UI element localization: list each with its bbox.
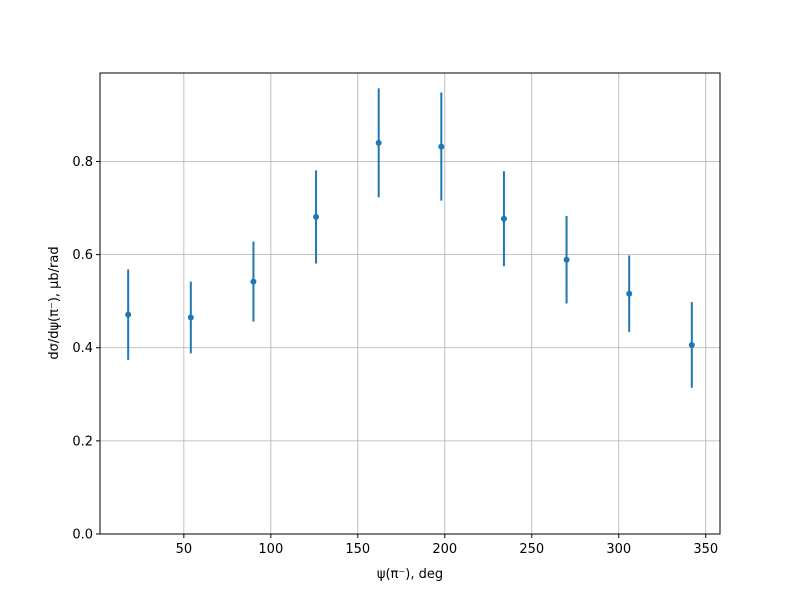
data-point bbox=[563, 256, 570, 263]
plot-frame bbox=[99, 72, 721, 535]
data-point bbox=[187, 314, 194, 321]
y-tick-label: 0.2 bbox=[72, 434, 93, 449]
x-tick-label: 250 bbox=[519, 542, 544, 557]
data-point bbox=[688, 341, 695, 348]
data-point bbox=[438, 143, 445, 150]
data-point bbox=[250, 278, 257, 285]
y-tick-label: 0.4 bbox=[72, 341, 93, 356]
y-tick-label: 0.8 bbox=[72, 155, 93, 170]
data-point bbox=[313, 213, 320, 220]
data-point bbox=[500, 215, 507, 222]
x-tick-label: 50 bbox=[176, 542, 193, 557]
x-tick-label: 300 bbox=[606, 542, 631, 557]
y-tick-label: 0.0 bbox=[72, 528, 93, 543]
data-point bbox=[375, 139, 382, 146]
x-tick-label: 150 bbox=[345, 542, 370, 557]
x-axis-label: ψ(π⁻), deg bbox=[377, 567, 443, 582]
data-point bbox=[626, 290, 633, 297]
x-tick-label: 200 bbox=[432, 542, 457, 557]
y-axis-label: dσ/dψ(π⁻), μb/rad bbox=[47, 246, 62, 359]
x-tick-label: 100 bbox=[258, 542, 283, 557]
y-tick-label: 0.6 bbox=[72, 248, 93, 263]
x-tick-label: 350 bbox=[693, 542, 718, 557]
data-point bbox=[125, 311, 132, 318]
